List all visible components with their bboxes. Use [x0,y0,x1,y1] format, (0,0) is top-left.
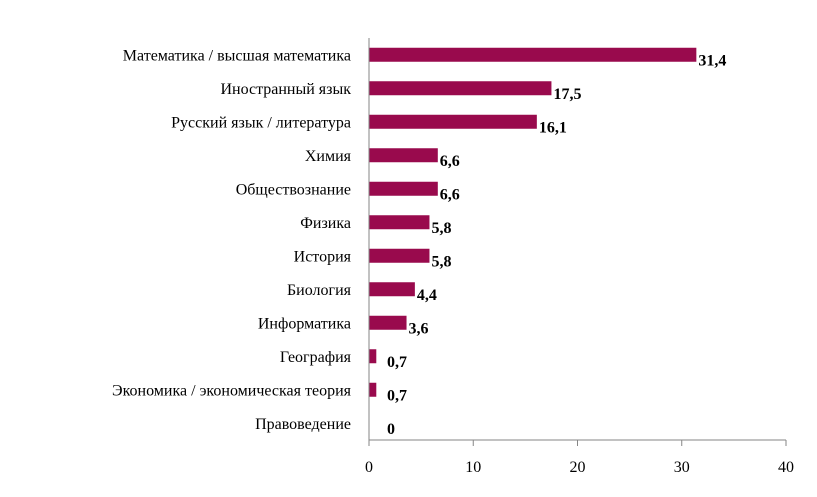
category-label: Информатика [258,315,351,332]
value-label: 3,6 [409,320,429,337]
category-label: Математика / высшая математика [123,47,351,64]
bar [369,81,552,96]
x-tick-label: 10 [465,459,481,476]
category-label: История [294,248,352,265]
value-label: 31,4 [698,52,726,69]
category-label: Русский язык / литература [171,114,351,131]
category-label: Биология [287,282,352,299]
category-label: Химия [305,148,352,165]
bar [369,47,697,62]
category-label: География [280,349,352,366]
x-tick-label: 40 [778,459,794,476]
bar [369,215,430,230]
category-label: Экономика / экономическая теория [112,382,352,399]
value-label: 4,4 [417,287,437,304]
value-label: 0 [387,421,395,438]
value-label: 6,6 [440,153,460,170]
bar [369,282,415,297]
value-label: 6,6 [440,186,460,203]
axes: 0 10 20 30 40 [365,38,794,476]
bar [369,148,438,163]
bar [369,114,537,129]
category-labels: Математика / высшая математика Иностранны… [112,47,352,433]
x-tick-label: 30 [674,459,690,476]
value-label: 17,5 [553,86,581,103]
bar [369,248,430,263]
bars [369,47,697,397]
category-label: Обществознание [236,181,351,198]
x-tick-label: 20 [570,459,586,476]
value-label: 5,8 [431,220,451,237]
x-tick-label: 0 [365,459,373,476]
category-label: Иностранный язык [220,81,351,98]
bar [369,349,377,364]
bar [369,315,407,330]
category-label: Правоведение [255,416,351,433]
value-label: 0,7 [387,354,407,371]
bar [369,382,377,397]
bar [369,181,438,196]
value-label: 16,1 [539,119,567,136]
category-label: Физика [300,215,351,232]
value-label: 5,8 [431,253,451,270]
value-label: 0,7 [387,387,407,404]
value-labels: 31,417,516,16,66,65,85,84,43,60,70,70 [387,52,726,438]
